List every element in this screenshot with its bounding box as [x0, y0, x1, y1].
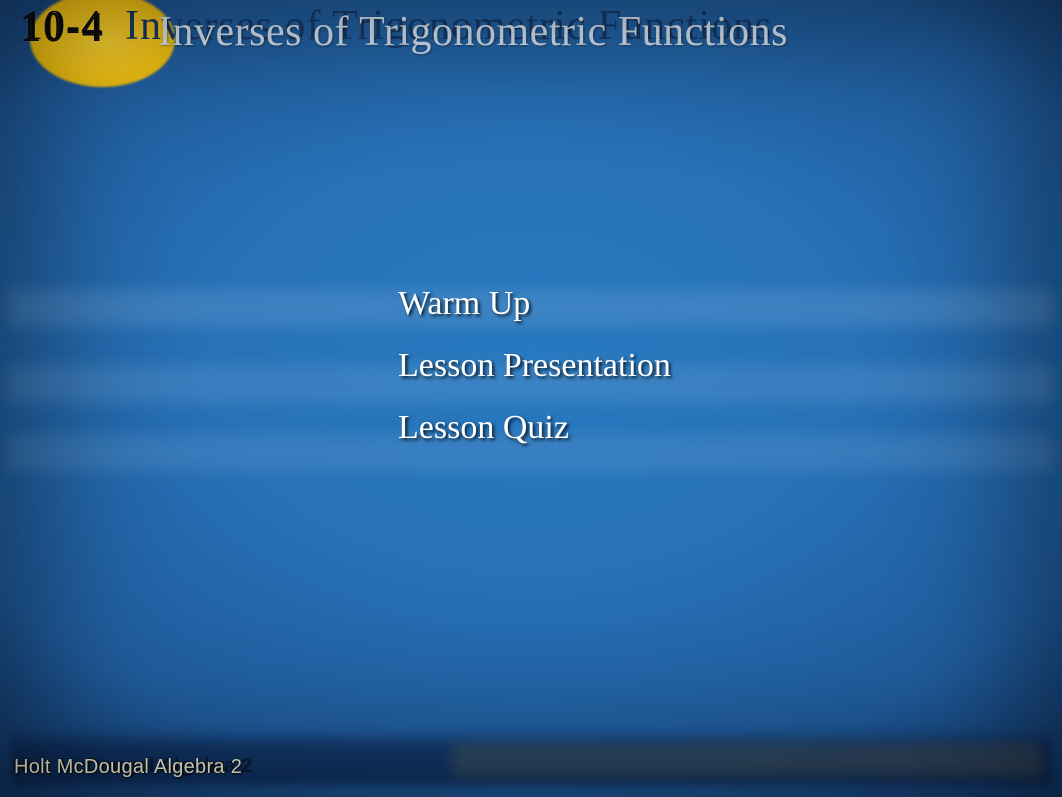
slide-title: Inverses of Trigonometric Functions — [158, 8, 788, 56]
lesson-number: 10-4 — [22, 2, 103, 50]
footer-brand: Holt McDougal Algebra 2 — [14, 756, 242, 779]
copyright-blur — [452, 743, 1042, 777]
menu-item-warm-up[interactable]: Warm Up — [398, 285, 671, 323]
menu-item-lesson-quiz[interactable]: Lesson Quiz — [398, 409, 671, 447]
slide-header: 10-4 10-4 Inverses of Trigonometric Func… — [10, 2, 1052, 72]
menu-item-lesson-presentation[interactable]: Lesson Presentation — [398, 347, 671, 385]
lesson-menu: Warm Up Lesson Presentation Lesson Quiz — [398, 285, 671, 447]
